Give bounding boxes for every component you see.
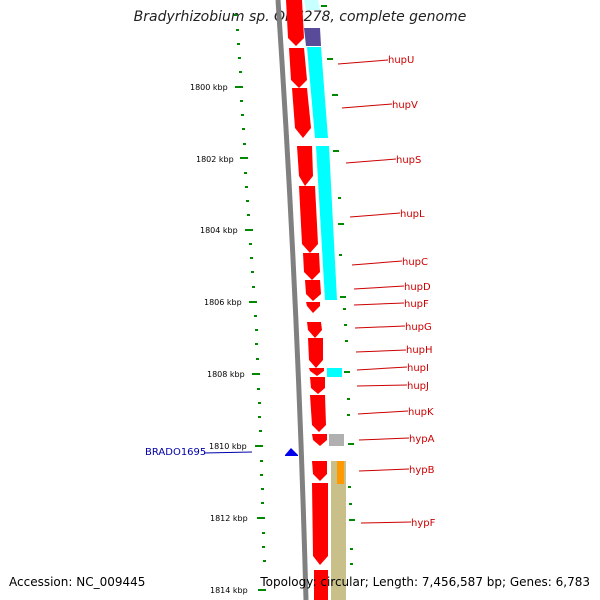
gene-label-hypB[interactable]: hypB — [409, 465, 435, 476]
left-dotted-track — [234, 14, 266, 562]
gene-label-hupS[interactable]: hupS — [396, 155, 421, 166]
kbp-label: 1804 kbp — [200, 226, 238, 235]
kbp-label: 1810 kbp — [209, 442, 247, 451]
gene-arrow — [312, 434, 327, 446]
blue-leader-line — [203, 451, 253, 454]
purple-track — [304, 28, 321, 46]
gene-label-hupD[interactable]: hupD — [404, 282, 431, 293]
kbp-label: 1806 kbp — [204, 298, 242, 307]
cyan-track — [327, 368, 342, 377]
gene-arrow — [310, 377, 325, 394]
feature-tracks — [304, 0, 346, 600]
gene-arrow — [306, 302, 320, 313]
gene-label-hupG[interactable]: hupG — [405, 322, 432, 333]
orange-track — [337, 461, 344, 484]
right-ticks — [321, 5, 355, 565]
gene-label-hupH[interactable]: hupH — [406, 345, 433, 356]
gene-label-hupI[interactable]: hupI — [407, 363, 429, 374]
gene-label-hupC[interactable]: hupC — [402, 257, 428, 268]
kbp-label: 1808 kbp — [207, 370, 245, 379]
kbp-label: 1802 kbp — [196, 155, 234, 164]
gene-label-hupF[interactable]: hupF — [404, 299, 429, 310]
gene-arrow — [289, 48, 307, 88]
gene-label-hypA[interactable]: hypA — [409, 434, 435, 445]
gene-label-hypF[interactable]: hypF — [411, 518, 436, 529]
gene-arrow — [297, 146, 313, 186]
gene-arrow — [305, 280, 321, 301]
gene-label-hupL[interactable]: hupL — [400, 209, 425, 220]
major-ticks — [235, 86, 266, 591]
gene-arrow — [312, 461, 327, 481]
gene-label-hupJ[interactable]: hupJ — [407, 381, 429, 392]
gene-arrow — [307, 322, 322, 338]
accession-text: Accession: NC_009445 — [9, 575, 146, 589]
gene-arrow — [299, 186, 318, 253]
olive-track — [331, 461, 346, 600]
gene-label-brado1695[interactable]: BRADO1695 — [145, 447, 206, 458]
gene-label-hupU[interactable]: hupU — [388, 55, 414, 66]
gene-label-hupV[interactable]: hupV — [392, 100, 418, 111]
cyan-track — [304, 0, 320, 10]
gray-track — [329, 434, 344, 446]
gene-arrow — [286, 0, 304, 46]
genome-backbone — [275, 0, 309, 600]
cyan-track — [316, 146, 337, 300]
gene-label-hupK[interactable]: hupK — [408, 407, 434, 418]
topology-text: Topology: circular; Length: 7,456,587 bp… — [260, 575, 590, 589]
kbp-label: 1814 kbp — [210, 586, 248, 595]
gene-arrow — [308, 338, 323, 368]
gene-arrow — [312, 483, 328, 565]
gene-arrow — [303, 253, 320, 280]
gene-arrow — [309, 368, 324, 376]
gene-arrow — [314, 570, 328, 600]
gene-arrow — [310, 395, 326, 432]
gene-arrow — [292, 88, 311, 138]
kbp-label: 1800 kbp — [190, 83, 228, 92]
gene-leader-lines — [337, 59, 412, 524]
kbp-label: 1812 kbp — [210, 514, 248, 523]
cyan-track — [307, 47, 328, 138]
gene-arrows[interactable] — [286, 0, 328, 600]
blue-gene-arrow[interactable] — [285, 448, 298, 456]
